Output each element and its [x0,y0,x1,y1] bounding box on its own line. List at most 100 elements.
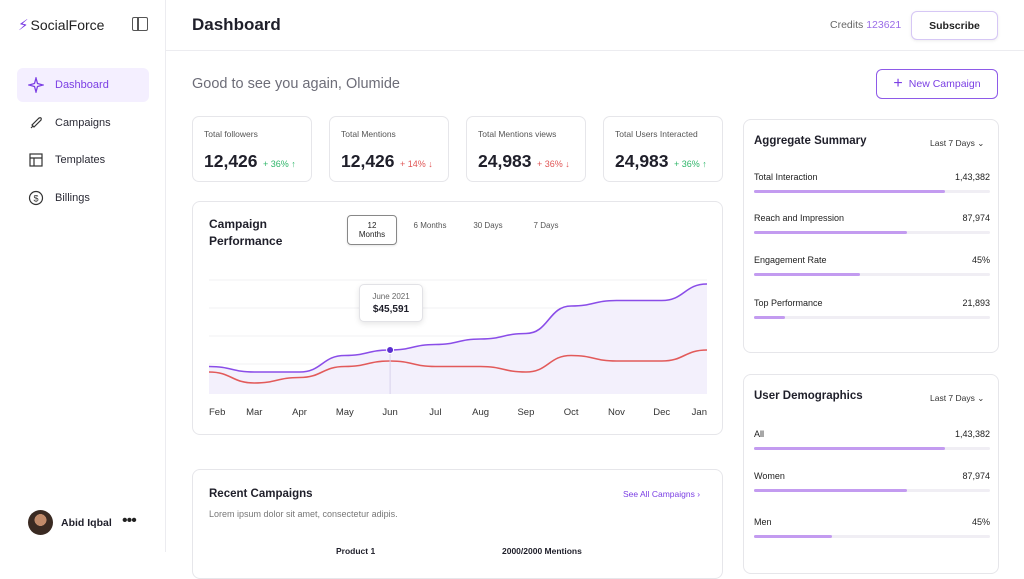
progress-fill [754,273,861,276]
sidebar-item-label: Billings [55,191,90,204]
tick-label: Aug [472,407,490,418]
tick-label: Jul [429,407,442,418]
sidebar-item-campaigns[interactable]: Campaigns [17,106,149,140]
user-profile[interactable]: Abid Iqbal [28,510,112,535]
stat-value: 12,426 [204,151,258,171]
stat-label: Total Mentions [341,129,396,139]
more-options-icon[interactable]: ••• [122,512,137,529]
tick-label: Nov [608,407,625,418]
rocket-icon [27,114,45,132]
user-name: Abid Iqbal [61,516,112,529]
metric-item: All 1,43,382 [754,429,990,450]
progress-fill [754,231,908,234]
metric-label: Women [754,471,785,481]
progress-fill [754,489,908,492]
sidebar-item-label: Campaigns [55,116,111,129]
data-point[interactable] [386,346,395,354]
performance-chart[interactable] [193,202,724,436]
stat-delta: + 36% ↓ [537,159,570,169]
tick-label: May [335,407,354,418]
stat-card-total-followers: Total followers 12,426 + 36% ↑ [192,116,312,182]
series-area [209,284,707,394]
metric-item: Men 45% [754,517,990,538]
section-title: User Demographics [754,390,863,402]
logo[interactable]: ⚡ SocialForce [18,16,104,34]
tick-label: Feb [209,407,226,418]
logo-icon: ⚡ [18,17,29,34]
progress-track [754,489,990,492]
range-dropdown[interactable]: Last 7 Days ⌄ [930,138,984,149]
credits-label: Credits [830,19,864,31]
stat-delta: + 36% ↑ [263,159,296,169]
tick-label: Jun [382,407,398,418]
section-title: Aggregate Summary [754,135,867,147]
progress-fill [754,316,785,319]
see-all-label: See All Campaigns [623,489,695,499]
chart-title: Campaign Performance [209,217,283,248]
tab-6-months[interactable]: 6 Months [413,221,447,230]
avatar [28,510,53,535]
tick-label: Dec [653,407,671,418]
metric-label: Men [754,517,772,527]
progress-fill [754,535,832,538]
series-line-0 [208,283,708,373]
metric-row: All 1,43,382 [754,429,990,439]
aggregate-summary-card: Aggregate Summary Last 7 Days ⌄ Total In… [743,119,999,353]
metric-value: 45% [971,255,990,265]
metric-item: Engagement Rate 45% [754,255,990,276]
metric-label: Total Interaction [754,172,818,182]
subscribe-button[interactable]: Subscribe [911,11,998,40]
metric-label: Engagement Rate [754,255,827,265]
user-demographics-card: User Demographics Last 7 Days ⌄ All 1,43,… [743,374,999,574]
metric-value: 87,974 [962,471,990,481]
x-axis-labels: Feb Mar Apr May Jun Jul Aug Sep Oct Nov Dec Jan [209,407,709,419]
range-label: Last 7 Days [930,393,975,403]
range-label: Last 7 Days [930,138,975,148]
progress-track [754,316,990,319]
metric-row: Reach and Impression 87,974 [754,213,990,223]
metric-label: Reach and Impression [754,213,845,223]
stat-value: 24,983 [615,151,669,171]
sidebar-item-billings[interactable]: $ Billings [17,181,149,215]
sidebar-item-label: Templates [55,154,106,166]
tab-7-days[interactable]: 7 Days [533,221,559,230]
layout-icon [27,151,45,169]
metric-row: Total Interaction 1,43,382 [754,172,990,182]
stat-card-total-mentions: Total Mentions 12,426 + 14% ↓ [329,116,449,182]
stat-label: Total Users Interacted [615,129,698,139]
sidebar-collapse-icon[interactable] [132,17,148,31]
range-dropdown[interactable]: Last 7 Days ⌄ [930,393,984,404]
header: Dashboard Credits 123621 Subscribe [166,0,1024,51]
metric-value: 1,43,382 [954,172,990,182]
stat-card-users-interacted: Total Users Interacted 24,983 + 36% ↑ [603,116,723,182]
sidebar-item-dashboard[interactable]: Dashboard [17,68,149,102]
campaign-mentions: 2000/2000 Mentions [502,546,582,556]
stat-value: 12,426 [341,151,395,171]
stat-delta: + 36% ↑ [674,159,707,169]
metric-item: Women 87,974 [754,471,990,492]
tab-12-months[interactable]: 12 Months [347,215,397,245]
progress-track [754,447,990,450]
stat-label: Total Mentions views [478,129,557,139]
see-all-campaigns-link[interactable]: See All Campaigns › [623,489,700,499]
new-campaign-button[interactable]: + New Campaign [876,69,998,99]
metric-value: 87,974 [962,213,990,223]
metric-row: Engagement Rate 45% [754,255,990,265]
tooltip-value: $45,591 [372,304,410,315]
tick-label: Apr [292,407,307,418]
sidebar-item-templates[interactable]: Templates [17,143,149,177]
range-tabs: 12 Months 6 Months 30 Days 7 Days [347,215,571,245]
tooltip-month: June 2021 [372,292,410,301]
progress-track [754,190,990,193]
stat-card-mentions-views: Total Mentions views 24,983 + 36% ↓ [466,116,586,182]
page-title: Dashboard [192,15,281,34]
progress-track [754,535,990,538]
tab-30-days[interactable]: 30 Days [473,221,503,230]
progress-fill [754,447,946,450]
section-subtitle: Lorem ipsum dolor sit amet, consectetur … [209,509,398,519]
tick-label: Mar [246,407,263,418]
chart-tooltip: June 2021 $45,591 [359,284,423,322]
series-line-1 [208,349,708,384]
campaign-performance-card: Campaign Performance 12 Months 6 Months … [192,201,723,435]
chevron-down-icon: ⌄ [977,393,985,403]
